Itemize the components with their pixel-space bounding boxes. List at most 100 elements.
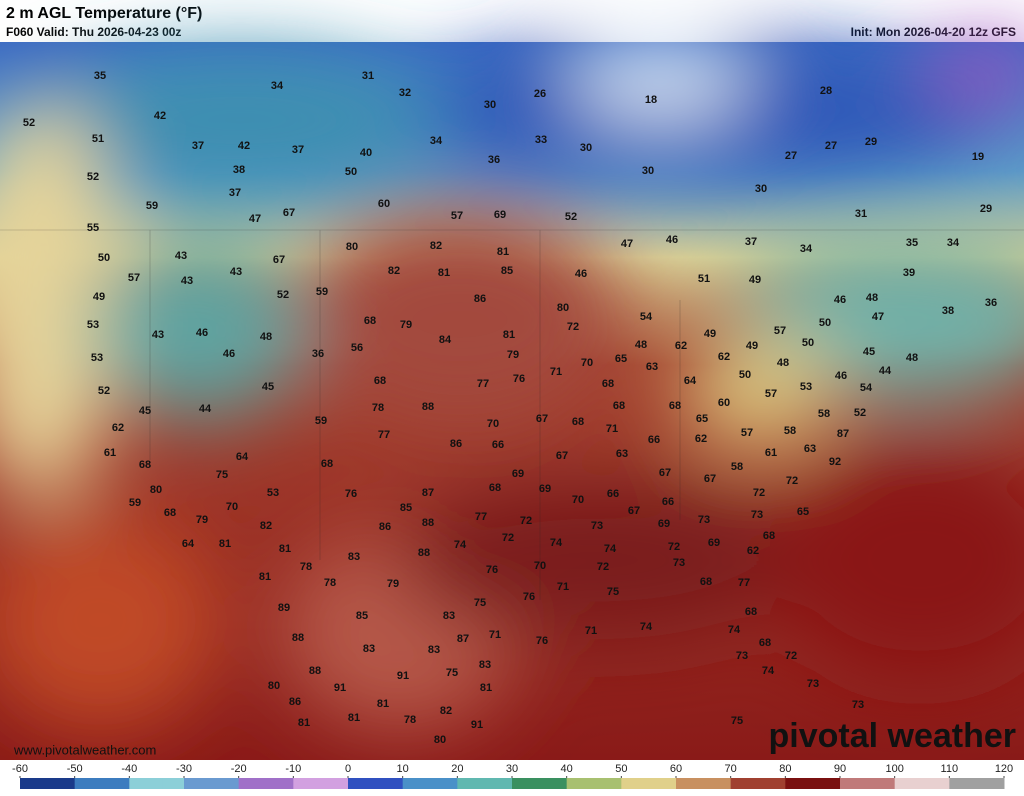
- colorbar-swatch: [41, 778, 48, 789]
- colorbar-swatch: [872, 778, 879, 789]
- colorbar-swatch: [610, 778, 617, 789]
- temperature-label: 72: [668, 541, 680, 553]
- temperature-label: 48: [635, 339, 647, 351]
- temperature-label: 83: [443, 610, 455, 622]
- temperature-label: 50: [819, 317, 831, 329]
- colorbar-swatch: [419, 778, 426, 789]
- temperature-label: 91: [334, 682, 346, 694]
- temperature-label: 58: [784, 425, 796, 437]
- temperature-label: 88: [418, 547, 430, 559]
- colorbar-swatch: [922, 778, 928, 789]
- temperature-label: 47: [621, 238, 633, 250]
- colorbar-swatch: [916, 778, 923, 789]
- temperature-label: 36: [985, 297, 997, 309]
- temperature-label: 49: [749, 274, 761, 286]
- temperature-label: 62: [718, 351, 730, 363]
- temperature-label: 48: [906, 352, 918, 364]
- temperature-label: 63: [616, 448, 628, 460]
- colorbar-swatch: [736, 778, 743, 789]
- colorbar-swatch: [255, 778, 262, 789]
- temperature-label: 67: [628, 505, 640, 517]
- colorbar-swatch: [654, 778, 661, 789]
- temperature-label: 78: [404, 714, 416, 726]
- temperature-label: 31: [855, 208, 867, 220]
- temperature-label: 67: [704, 473, 716, 485]
- colorbar-swatch: [145, 778, 152, 789]
- colorbar-swatch: [561, 778, 568, 789]
- temperature-label: 81: [348, 712, 360, 724]
- colorbar-swatch: [162, 778, 169, 789]
- colorbar-swatch: [74, 778, 81, 789]
- temperature-label: 44: [199, 403, 212, 415]
- colorbar-tick-label: 20: [451, 763, 463, 775]
- colorbar-swatch: [402, 778, 409, 789]
- colorbar-tick-label: 90: [834, 763, 846, 775]
- temperature-label: 44: [879, 365, 892, 377]
- temperature-label: 70: [487, 418, 499, 430]
- temperature-label: 40: [360, 147, 372, 159]
- colorbar-swatch: [719, 778, 726, 789]
- colorbar-swatch: [621, 778, 628, 789]
- temperature-label: 57: [128, 272, 140, 284]
- temperature-label: 49: [93, 291, 105, 303]
- temperature-label: 59: [129, 497, 141, 509]
- temperature-label: 59: [146, 200, 158, 212]
- colorbar-swatch: [747, 778, 754, 789]
- temperature-label: 66: [648, 434, 660, 446]
- colorbar-swatch: [998, 778, 1005, 789]
- temperature-label: 82: [260, 520, 272, 532]
- temperature-label: 64: [182, 538, 195, 550]
- temperature-label: 62: [747, 545, 759, 557]
- temperature-label: 88: [422, 517, 434, 529]
- temperature-label: 86: [474, 293, 486, 305]
- colorbar-swatch: [615, 778, 622, 789]
- colorbar-swatch: [80, 778, 87, 789]
- colorbar-swatch: [834, 778, 841, 789]
- colorbar-swatch: [167, 778, 174, 789]
- valid-time: F060 Valid: Thu 2026-04-23 00z: [6, 25, 181, 39]
- temperature-label: 45: [139, 405, 151, 417]
- temperature-label: 60: [718, 397, 730, 409]
- temperature-label: 39: [903, 267, 915, 279]
- temperature-label: 68: [139, 459, 151, 471]
- temperature-label: 91: [397, 670, 409, 682]
- colorbar-swatch: [774, 778, 781, 789]
- temperature-label: 52: [23, 117, 35, 129]
- colorbar-tick-label: 0: [345, 763, 351, 775]
- colorbar-swatch: [397, 778, 404, 789]
- temperature-label: 70: [534, 560, 546, 572]
- temperature-label: 66: [492, 439, 504, 451]
- colorbar-swatch: [123, 778, 130, 789]
- temperature-label: 77: [477, 378, 489, 390]
- colorbar-swatch: [348, 778, 354, 789]
- temperature-label: 81: [259, 571, 271, 583]
- colorbar-swatch: [222, 778, 229, 789]
- temperature-label: 66: [662, 496, 674, 508]
- colorbar-swatch: [140, 778, 147, 789]
- colorbar-swatch: [517, 778, 524, 789]
- colorbar-swatch: [752, 778, 759, 789]
- temperature-label: 79: [507, 349, 519, 361]
- colorbar-swatch: [266, 778, 272, 789]
- temperature-label: 52: [277, 289, 289, 301]
- colorbar-swatch: [391, 778, 398, 789]
- colorbar-swatch: [676, 778, 682, 789]
- temperature-label: 52: [565, 211, 577, 223]
- colorbar-swatch: [298, 778, 305, 789]
- temperature-label: 69: [512, 468, 524, 480]
- colorbar-swatch: [528, 778, 535, 789]
- temperature-label: 69: [708, 537, 720, 549]
- temperature-label: 57: [451, 210, 463, 222]
- temperature-label: 46: [835, 370, 847, 382]
- temperature-label: 73: [591, 520, 603, 532]
- temperature-label: 83: [363, 643, 375, 655]
- colorbar-swatch: [468, 778, 475, 789]
- temperature-label: 50: [98, 252, 110, 264]
- colorbar-swatch: [271, 778, 278, 789]
- temperature-label: 70: [581, 357, 593, 369]
- temperature-label: 35: [906, 237, 918, 249]
- temperature-label: 57: [765, 388, 777, 400]
- colorbar-tick-label: 50: [615, 763, 627, 775]
- temperature-label: 81: [438, 267, 450, 279]
- colorbar-tick-label: -10: [285, 763, 301, 775]
